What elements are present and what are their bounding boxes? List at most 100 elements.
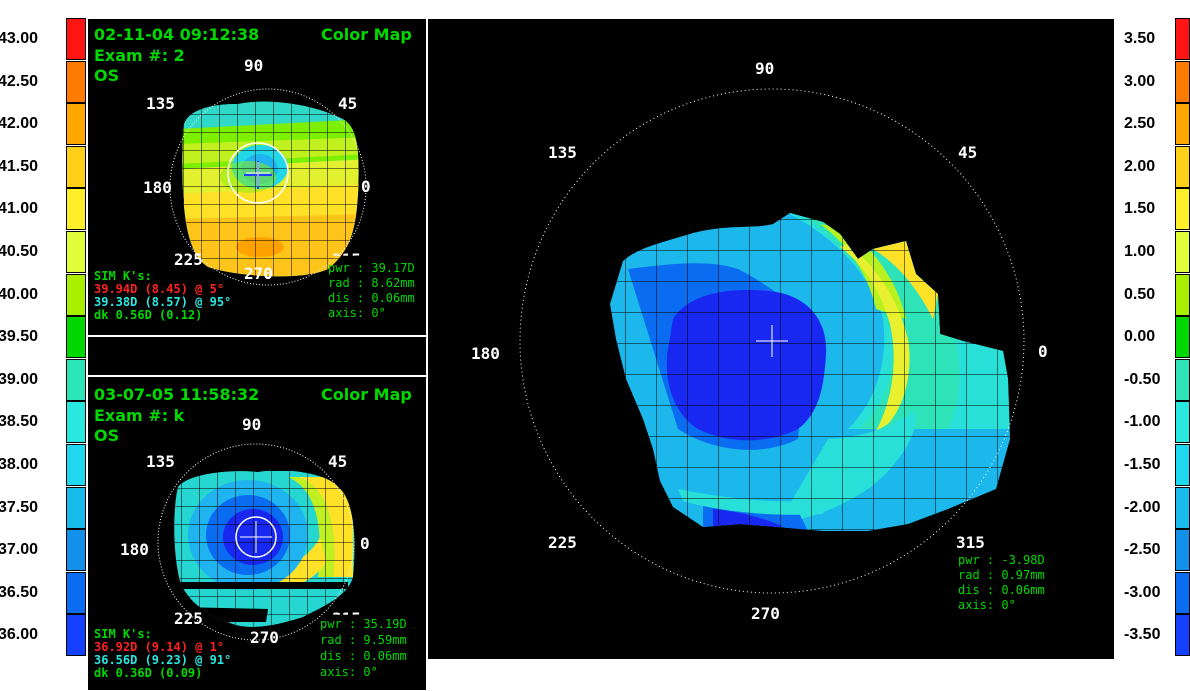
exam2-sim-title: SIM K's: xyxy=(94,627,152,641)
right-scale-swatch xyxy=(1175,145,1190,188)
exam2-dis: dis : 0.06mm xyxy=(320,649,407,663)
diff-axis-0: 0 xyxy=(1038,342,1048,361)
right-scale-label: -0.50 xyxy=(1124,370,1161,388)
exam2-datetime: 03-07-05 11:58:32 xyxy=(94,385,260,404)
left-scale-swatch xyxy=(66,486,86,529)
left-scale-swatch xyxy=(66,358,86,401)
left-scale-label: 40.50 xyxy=(0,243,39,260)
exam1-rad: rad : 8.62mm xyxy=(328,276,415,290)
left-scale-swatch xyxy=(66,444,86,486)
exam2-rad: rad : 9.59mm xyxy=(320,633,407,647)
right-scale-swatch xyxy=(1175,529,1190,572)
difference-heatmap xyxy=(610,213,1010,531)
left-scale-label: 41.00 xyxy=(0,200,39,218)
left-scale-swatch xyxy=(66,401,86,444)
right-scale-swatch xyxy=(1175,614,1190,657)
diff-axis-45: 45 xyxy=(958,143,978,162)
right-scale-swatch xyxy=(1175,571,1190,614)
left-scale-swatch xyxy=(66,529,86,572)
exam-divider xyxy=(87,336,427,376)
exam2-exam-number: Exam #: k xyxy=(94,406,185,425)
left-scale-swatch xyxy=(66,60,86,103)
right-scale-swatch xyxy=(1175,358,1190,401)
left-scale-label: 38.50 xyxy=(0,413,39,431)
exam1-axis-225: 225 xyxy=(174,250,203,269)
right-scale-swatch xyxy=(1175,18,1190,60)
diff-axis-90: 90 xyxy=(755,59,775,78)
diff-rad: rad : 0.97mm xyxy=(958,568,1045,582)
left-scale-label: 41.50 xyxy=(0,157,39,175)
diff-axis-readout: axis: 0° xyxy=(958,598,1016,612)
left-scale-label: 42.00 xyxy=(0,115,39,133)
left-scale-label: 43.00 xyxy=(0,30,39,47)
right-scale-label: 1.00 xyxy=(1124,243,1156,260)
left-scale-label: 42.50 xyxy=(0,72,39,90)
right-scale-label: 1.50 xyxy=(1124,200,1156,218)
difference-map-panel[interactable]: 90 135 45 180 0 225 270 315 pwr : -3.98D… xyxy=(427,18,1115,660)
right-scale-swatch xyxy=(1175,273,1190,316)
exam2-pwr: pwr : 35.19D xyxy=(320,617,407,631)
right-scale-swatch xyxy=(1175,401,1190,444)
exam1-axis-315: 315 xyxy=(332,250,361,269)
left-scale-label: 37.00 xyxy=(0,541,39,559)
right-scale-label: 0.50 xyxy=(1124,285,1156,303)
left-scale-swatch xyxy=(66,571,86,614)
left-scale-swatch xyxy=(66,614,86,657)
exam2-axis-0: 0 xyxy=(360,534,370,553)
exam2-map-graphic xyxy=(157,443,355,641)
left-scale-swatch xyxy=(66,316,86,359)
left-scale-label: 39.50 xyxy=(0,328,39,346)
exam1-heatmap xyxy=(182,101,359,277)
left-scale-swatch xyxy=(66,273,86,316)
diff-axis-135: 135 xyxy=(548,143,577,162)
exam2-sim-k1: 36.92D (9.14) @ 1° xyxy=(94,640,225,654)
right-scale-label: -1.00 xyxy=(1124,413,1161,431)
exam2-sim-k2: 36.56D (9.23) @ 91° xyxy=(94,653,232,667)
right-scale-swatch xyxy=(1175,60,1190,103)
left-scale-label: 39.00 xyxy=(0,370,39,388)
right-scale-swatch xyxy=(1175,444,1190,486)
exam1-datetime: 02-11-04 09:12:38 xyxy=(94,25,260,44)
exam2-dk: dk 0.36D (0.09) xyxy=(94,666,203,680)
left-scale-label: 38.00 xyxy=(0,456,39,473)
right-scale-label: -3.50 xyxy=(1124,626,1161,644)
left-scale-label: 40.00 xyxy=(0,285,39,303)
exam1-eye: OS xyxy=(94,66,120,85)
exam1-sim-k2: 39.38D (8.57) @ 95° xyxy=(94,295,232,309)
exam1-exam-number: Exam #: 2 xyxy=(94,46,185,65)
left-scale-swatch xyxy=(66,188,86,231)
right-scale-swatch xyxy=(1175,486,1190,529)
exam2-axis-readout: axis: 0° xyxy=(320,665,378,679)
left-scale-swatch xyxy=(66,103,86,146)
exam1-map-panel[interactable]: 02-11-04 09:12:38 Color Map Exam #: 2 OS… xyxy=(87,18,427,336)
left-scale-label: 36.00 xyxy=(0,626,39,644)
left-scale-label: 36.50 xyxy=(0,583,39,601)
right-scale-label: -3.00 xyxy=(1124,583,1161,601)
right-scale-swatch xyxy=(1175,103,1190,146)
right-scale-swatch xyxy=(1175,188,1190,231)
right-scale-label: 2.00 xyxy=(1124,157,1156,175)
diff-pwr: pwr : -3.98D xyxy=(958,553,1045,567)
exam2-axis-45: 45 xyxy=(328,452,348,471)
exam2-axis-180: 180 xyxy=(120,540,149,559)
exam2-heatmap xyxy=(174,470,355,627)
exam2-axis-270: 270 xyxy=(250,628,279,647)
diff-axis-315: 315 xyxy=(956,533,985,552)
exam1-axis-180: 180 xyxy=(143,178,172,197)
exam2-map-panel[interactable]: 03-07-05 11:58:32 Color Map Exam #: k OS… xyxy=(87,376,427,691)
diff-axis-225: 225 xyxy=(548,533,577,552)
right-scale-label: -1.50 xyxy=(1124,456,1161,473)
right-scale-swatch xyxy=(1175,231,1190,273)
exam1-pwr: pwr : 39.17D xyxy=(328,261,415,275)
left-scale-swatch xyxy=(66,231,86,273)
exam2-axis-135: 135 xyxy=(146,452,175,471)
left-scale-swatch xyxy=(66,18,86,60)
right-scale-label: -2.00 xyxy=(1124,498,1161,516)
diff-axis-270: 270 xyxy=(751,604,780,623)
exam2-map-type: Color Map xyxy=(321,385,412,404)
exam2-axis-225: 225 xyxy=(174,609,203,628)
right-scale-label: -2.50 xyxy=(1124,541,1161,559)
right-scale-label: 0.00 xyxy=(1124,328,1156,346)
exam1-dis: dis : 0.06mm xyxy=(328,291,415,305)
